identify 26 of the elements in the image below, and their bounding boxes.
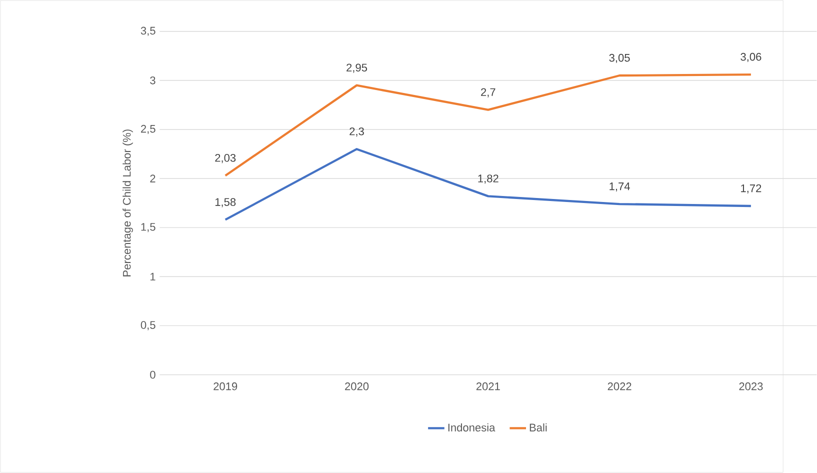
- x-tick-label: 2020: [345, 382, 369, 390]
- y-tick-label: 3: [150, 76, 156, 84]
- x-tick-label: 2023: [739, 382, 763, 390]
- y-tick-label: 3,5: [140, 26, 156, 36]
- y-tick-label: 0: [150, 370, 156, 379]
- x-tick-label: 2019: [214, 382, 238, 390]
- y-tick-label: 2,5: [141, 124, 156, 134]
- x-tick-label: 2021: [476, 382, 500, 390]
- legend-label: Bali: [530, 423, 547, 432]
- data-label: 1,72: [741, 184, 762, 194]
- data-label: 3,06: [740, 52, 762, 62]
- data-label: 1,58: [215, 198, 236, 208]
- data-label: 2,3: [350, 128, 364, 137]
- data-label: 2,7: [481, 88, 496, 98]
- data-label: 3,05: [609, 54, 630, 64]
- y-tick-label: 1,5: [141, 223, 156, 232]
- x-tick-label: 2022: [608, 382, 632, 390]
- y-tick-label: 2: [150, 174, 156, 182]
- data-label: 1,74: [610, 182, 630, 192]
- y-axis-title: Percentage of Child Labor (%): [122, 130, 133, 276]
- data-label: 2,95: [346, 64, 368, 73]
- y-tick-label: 0,5: [140, 321, 156, 330]
- data-label: 2,03: [215, 154, 236, 164]
- data-label: 1,82: [478, 174, 498, 184]
- y-tick-label: 1: [150, 272, 156, 280]
- legend-label: Indonesia: [448, 423, 496, 432]
